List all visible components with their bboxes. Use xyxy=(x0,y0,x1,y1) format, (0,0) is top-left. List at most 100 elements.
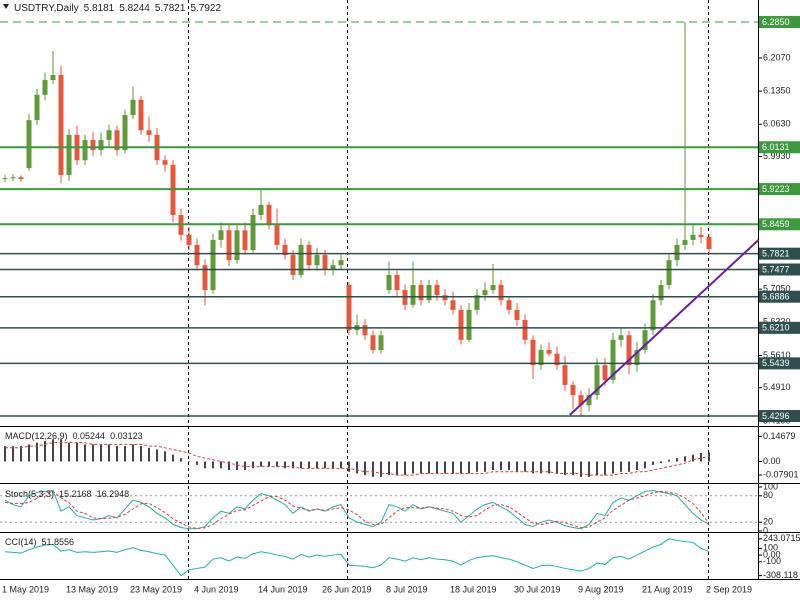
x-tick-label: 9 Aug 2019 xyxy=(578,584,624,594)
histogram-bar xyxy=(540,461,542,474)
candle-body xyxy=(418,285,424,301)
y-tick-label: 6.0630 xyxy=(763,119,791,129)
candle-body xyxy=(34,94,40,121)
y-tick-label: -0.07901 xyxy=(763,469,799,479)
candle-body xyxy=(210,239,216,291)
y-tick-label: 100 xyxy=(763,481,778,491)
histogram-bar xyxy=(436,461,438,474)
level-label: 6.2850 xyxy=(762,17,790,27)
histogram-bar xyxy=(4,446,6,462)
label-value: 0.05244 xyxy=(73,431,106,441)
histogram-bar xyxy=(460,461,462,474)
histogram-bar xyxy=(244,461,246,471)
candle-body xyxy=(18,177,24,180)
x-tick-label: 30 Jul 2019 xyxy=(514,584,561,594)
label-value: 16.2948 xyxy=(97,489,130,499)
histogram-bar xyxy=(692,454,694,462)
level-label-box xyxy=(759,218,800,231)
level-label-box xyxy=(759,263,800,276)
candle-body xyxy=(506,300,512,310)
level-label-box xyxy=(759,141,800,154)
histogram-bar xyxy=(156,449,158,462)
candle-body xyxy=(322,255,328,270)
candle-body xyxy=(514,309,520,321)
candle-body xyxy=(274,225,280,245)
histogram-bar xyxy=(420,461,422,474)
histogram-bar xyxy=(76,442,78,462)
histogram-bar xyxy=(196,461,198,465)
candle-body xyxy=(570,384,576,396)
histogram-bar xyxy=(500,461,502,471)
candle-body xyxy=(674,244,680,261)
x-tick-label: 2 Sep 2019 xyxy=(706,584,752,594)
histogram-bar xyxy=(228,461,230,471)
histogram-bar xyxy=(700,452,702,462)
candle-body xyxy=(130,99,136,116)
level-label: 6.0131 xyxy=(762,142,790,152)
level-label-box xyxy=(759,321,800,334)
candle-body xyxy=(202,265,208,291)
histogram-bar xyxy=(492,461,494,471)
histogram-bar xyxy=(132,444,134,462)
histogram-bar xyxy=(364,461,366,476)
x-tick-label: 13 May 2019 xyxy=(66,584,118,594)
histogram-bar xyxy=(628,461,630,472)
y-tick-label: 80 xyxy=(763,490,773,500)
candle-body xyxy=(586,395,592,406)
histogram-bar xyxy=(516,461,518,472)
histogram-bar xyxy=(428,461,430,474)
candle-body xyxy=(490,285,496,291)
candle-body xyxy=(338,260,344,266)
histogram-bar xyxy=(556,461,558,474)
candle-body xyxy=(26,120,32,169)
candle-body xyxy=(474,295,480,310)
histogram-bar xyxy=(388,461,390,476)
candle-body xyxy=(610,339,616,380)
candle-body xyxy=(386,274,392,291)
histogram-bar xyxy=(316,461,318,469)
histogram-bar xyxy=(612,461,614,474)
x-tick-label: 14 Jun 2019 xyxy=(258,584,308,594)
y-tick-label: 5.6330 xyxy=(763,317,791,327)
histogram-bar xyxy=(124,446,126,462)
histogram-bar xyxy=(340,461,342,469)
candle-body xyxy=(498,285,504,301)
histogram-bar xyxy=(180,458,182,462)
candle-body xyxy=(42,80,48,95)
level-label-box xyxy=(759,290,800,303)
candle-body xyxy=(442,295,448,301)
candle-body xyxy=(378,335,384,350)
panel-label: CCI(14) 51.8556 xyxy=(5,537,74,547)
candle-body xyxy=(82,139,88,161)
histogram-bar xyxy=(140,446,142,462)
x-tick-label: 4 Jun 2019 xyxy=(194,584,239,594)
histogram-bar xyxy=(644,461,646,469)
candle-body xyxy=(114,130,120,151)
label-value: 15.2168 xyxy=(59,489,92,499)
histogram-bar xyxy=(652,461,654,465)
y-tick-label: 0.00 xyxy=(763,456,781,466)
level-label-box xyxy=(759,357,800,370)
histogram-bar xyxy=(564,461,566,476)
histogram-bar xyxy=(356,461,358,474)
histogram-bar xyxy=(676,458,678,462)
histogram-bar xyxy=(52,439,54,462)
candle-body xyxy=(450,300,456,310)
level-label: 5.7821 xyxy=(762,249,790,259)
histogram-bar xyxy=(324,461,326,469)
label-title: USDTRY,Daily xyxy=(14,3,79,14)
candle-body xyxy=(602,365,608,380)
level-label: 5.7477 xyxy=(762,264,790,274)
histogram-bar xyxy=(572,461,574,476)
candle-body xyxy=(618,335,624,340)
histogram-bar xyxy=(524,461,526,472)
menu-triangle[interactable] xyxy=(3,4,9,9)
candle-body xyxy=(258,204,264,216)
candle-body xyxy=(186,234,192,245)
histogram-bar xyxy=(100,444,102,462)
x-tick-label: 26 Jun 2019 xyxy=(322,584,372,594)
y-tick-label: 5.4910 xyxy=(763,382,791,392)
candle-body xyxy=(434,285,440,296)
histogram-bar xyxy=(44,440,46,462)
